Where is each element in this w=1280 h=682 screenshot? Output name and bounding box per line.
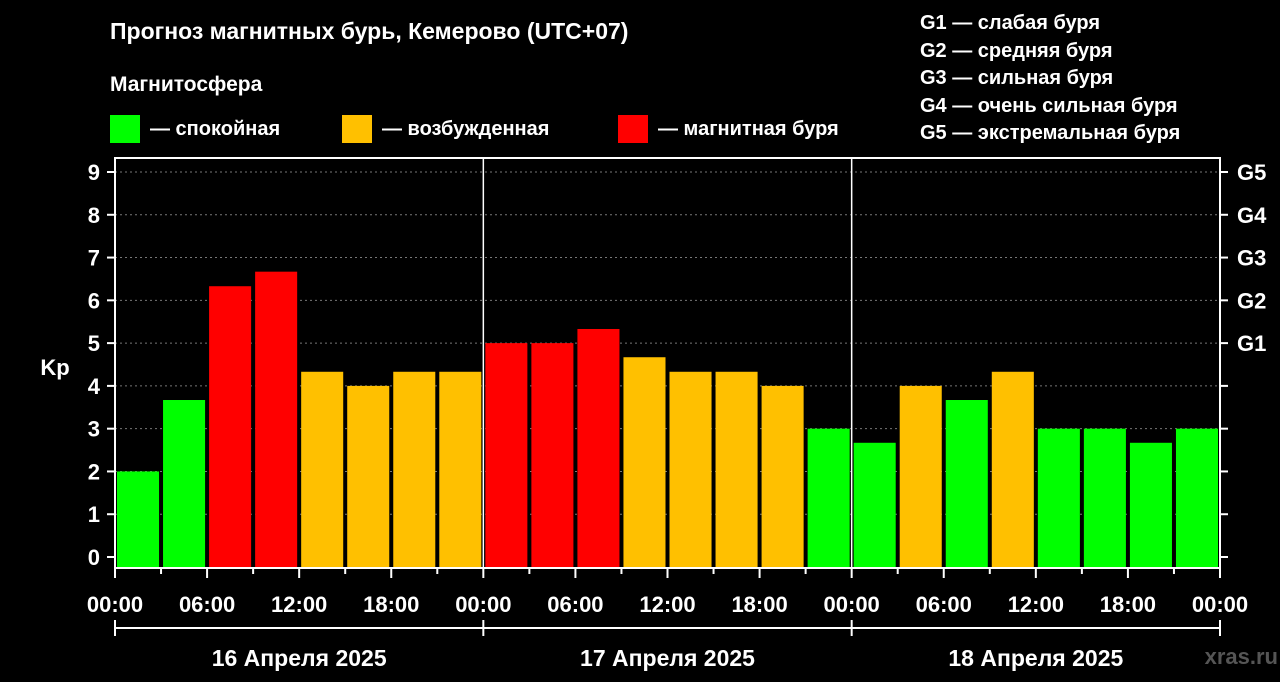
bar: [1037, 428, 1080, 568]
bar: [255, 271, 298, 568]
legend-heading: Магнитосфера: [110, 73, 263, 96]
legend-swatch-storm: [618, 115, 648, 143]
g-legend-g3: G3 — сильная буря: [920, 67, 1114, 89]
x-tick-label: 06:00: [547, 592, 603, 617]
x-tick-label: 18:00: [731, 592, 787, 617]
legend-label-storm: — магнитная буря: [658, 117, 839, 140]
g-tick-label: G3: [1237, 246, 1266, 271]
bar: [1175, 428, 1218, 568]
bar: [439, 371, 482, 568]
g-tick-label: G1: [1237, 331, 1266, 356]
bar: [531, 343, 574, 568]
x-tick-label: 18:00: [1100, 592, 1156, 617]
bar: [485, 343, 528, 568]
y-tick-label: 6: [88, 288, 100, 313]
g-tick-label: G5: [1237, 160, 1266, 185]
bar: [669, 371, 712, 568]
y-tick-label: 2: [88, 459, 100, 484]
bar: [807, 428, 850, 568]
x-tick-label: 00:00: [455, 592, 511, 617]
legend-swatch-excited: [342, 115, 372, 143]
legend-item-excited: — возбужденная: [342, 114, 549, 144]
day-label: 18 Апреля 2025: [948, 645, 1123, 671]
bar: [301, 371, 344, 568]
x-tick-label: 18:00: [363, 592, 419, 617]
bar: [163, 400, 206, 568]
legend-item-storm: — магнитная буря: [618, 114, 839, 144]
bar: [1083, 428, 1126, 568]
y-tick-label: 4: [88, 374, 101, 399]
day-label: 17 Апреля 2025: [580, 645, 755, 671]
g-legend-g2: G2 — средняя буря: [920, 39, 1113, 62]
g-tick-label: G2: [1237, 288, 1266, 313]
bar: [945, 400, 988, 568]
bar: [117, 471, 160, 568]
bar: [623, 357, 666, 568]
y-tick-label: 8: [88, 203, 100, 228]
x-tick-label: 00:00: [87, 592, 143, 617]
y-axis-label: Kp: [40, 355, 69, 380]
x-tick-label: 00:00: [1192, 592, 1248, 617]
y-tick-label: 3: [88, 417, 100, 442]
bar: [761, 385, 804, 568]
x-tick-label: 06:00: [916, 592, 972, 617]
bar: [347, 385, 390, 568]
bar: [393, 371, 436, 568]
g-legend-g4: G4 — очень сильная буря: [920, 94, 1178, 117]
bar: [899, 385, 942, 568]
legend-label-calm: — спокойная: [150, 117, 281, 140]
y-tick-label: 5: [88, 331, 100, 356]
x-tick-label: 12:00: [639, 592, 695, 617]
chart-title: Прогноз магнитных бурь, Кемерово (UTC+07…: [110, 18, 629, 44]
bar: [577, 328, 620, 568]
day-label: 16 Апреля 2025: [212, 645, 387, 671]
y-tick-label: 7: [88, 246, 100, 271]
g-scale-legend: G1 — слабая буря G2 — средняя буря G3 — …: [920, 10, 1180, 148]
x-tick-label: 00:00: [824, 592, 880, 617]
x-tick-label: 12:00: [271, 592, 327, 617]
g-legend-g1: G1 — слабая буря: [920, 12, 1101, 34]
bar: [715, 371, 758, 568]
watermark: xras.ru: [1204, 644, 1278, 669]
legend-swatch-calm: [110, 115, 140, 143]
g-legend-g5: G5 — экстремальная буря: [920, 122, 1181, 144]
legend-label-excited: — возбужденная: [382, 117, 550, 140]
y-tick-label: 1: [88, 502, 100, 527]
bar: [209, 286, 252, 568]
g-tick-label: G4: [1237, 203, 1267, 228]
x-tick-label: 12:00: [1008, 592, 1064, 617]
bar: [853, 442, 896, 568]
bar: [991, 371, 1034, 568]
x-tick-label: 06:00: [179, 592, 235, 617]
bar: [1129, 442, 1172, 568]
y-tick-label: 0: [88, 545, 100, 570]
y-tick-label: 9: [88, 160, 100, 185]
legend-item-calm: — спокойная: [110, 114, 280, 144]
